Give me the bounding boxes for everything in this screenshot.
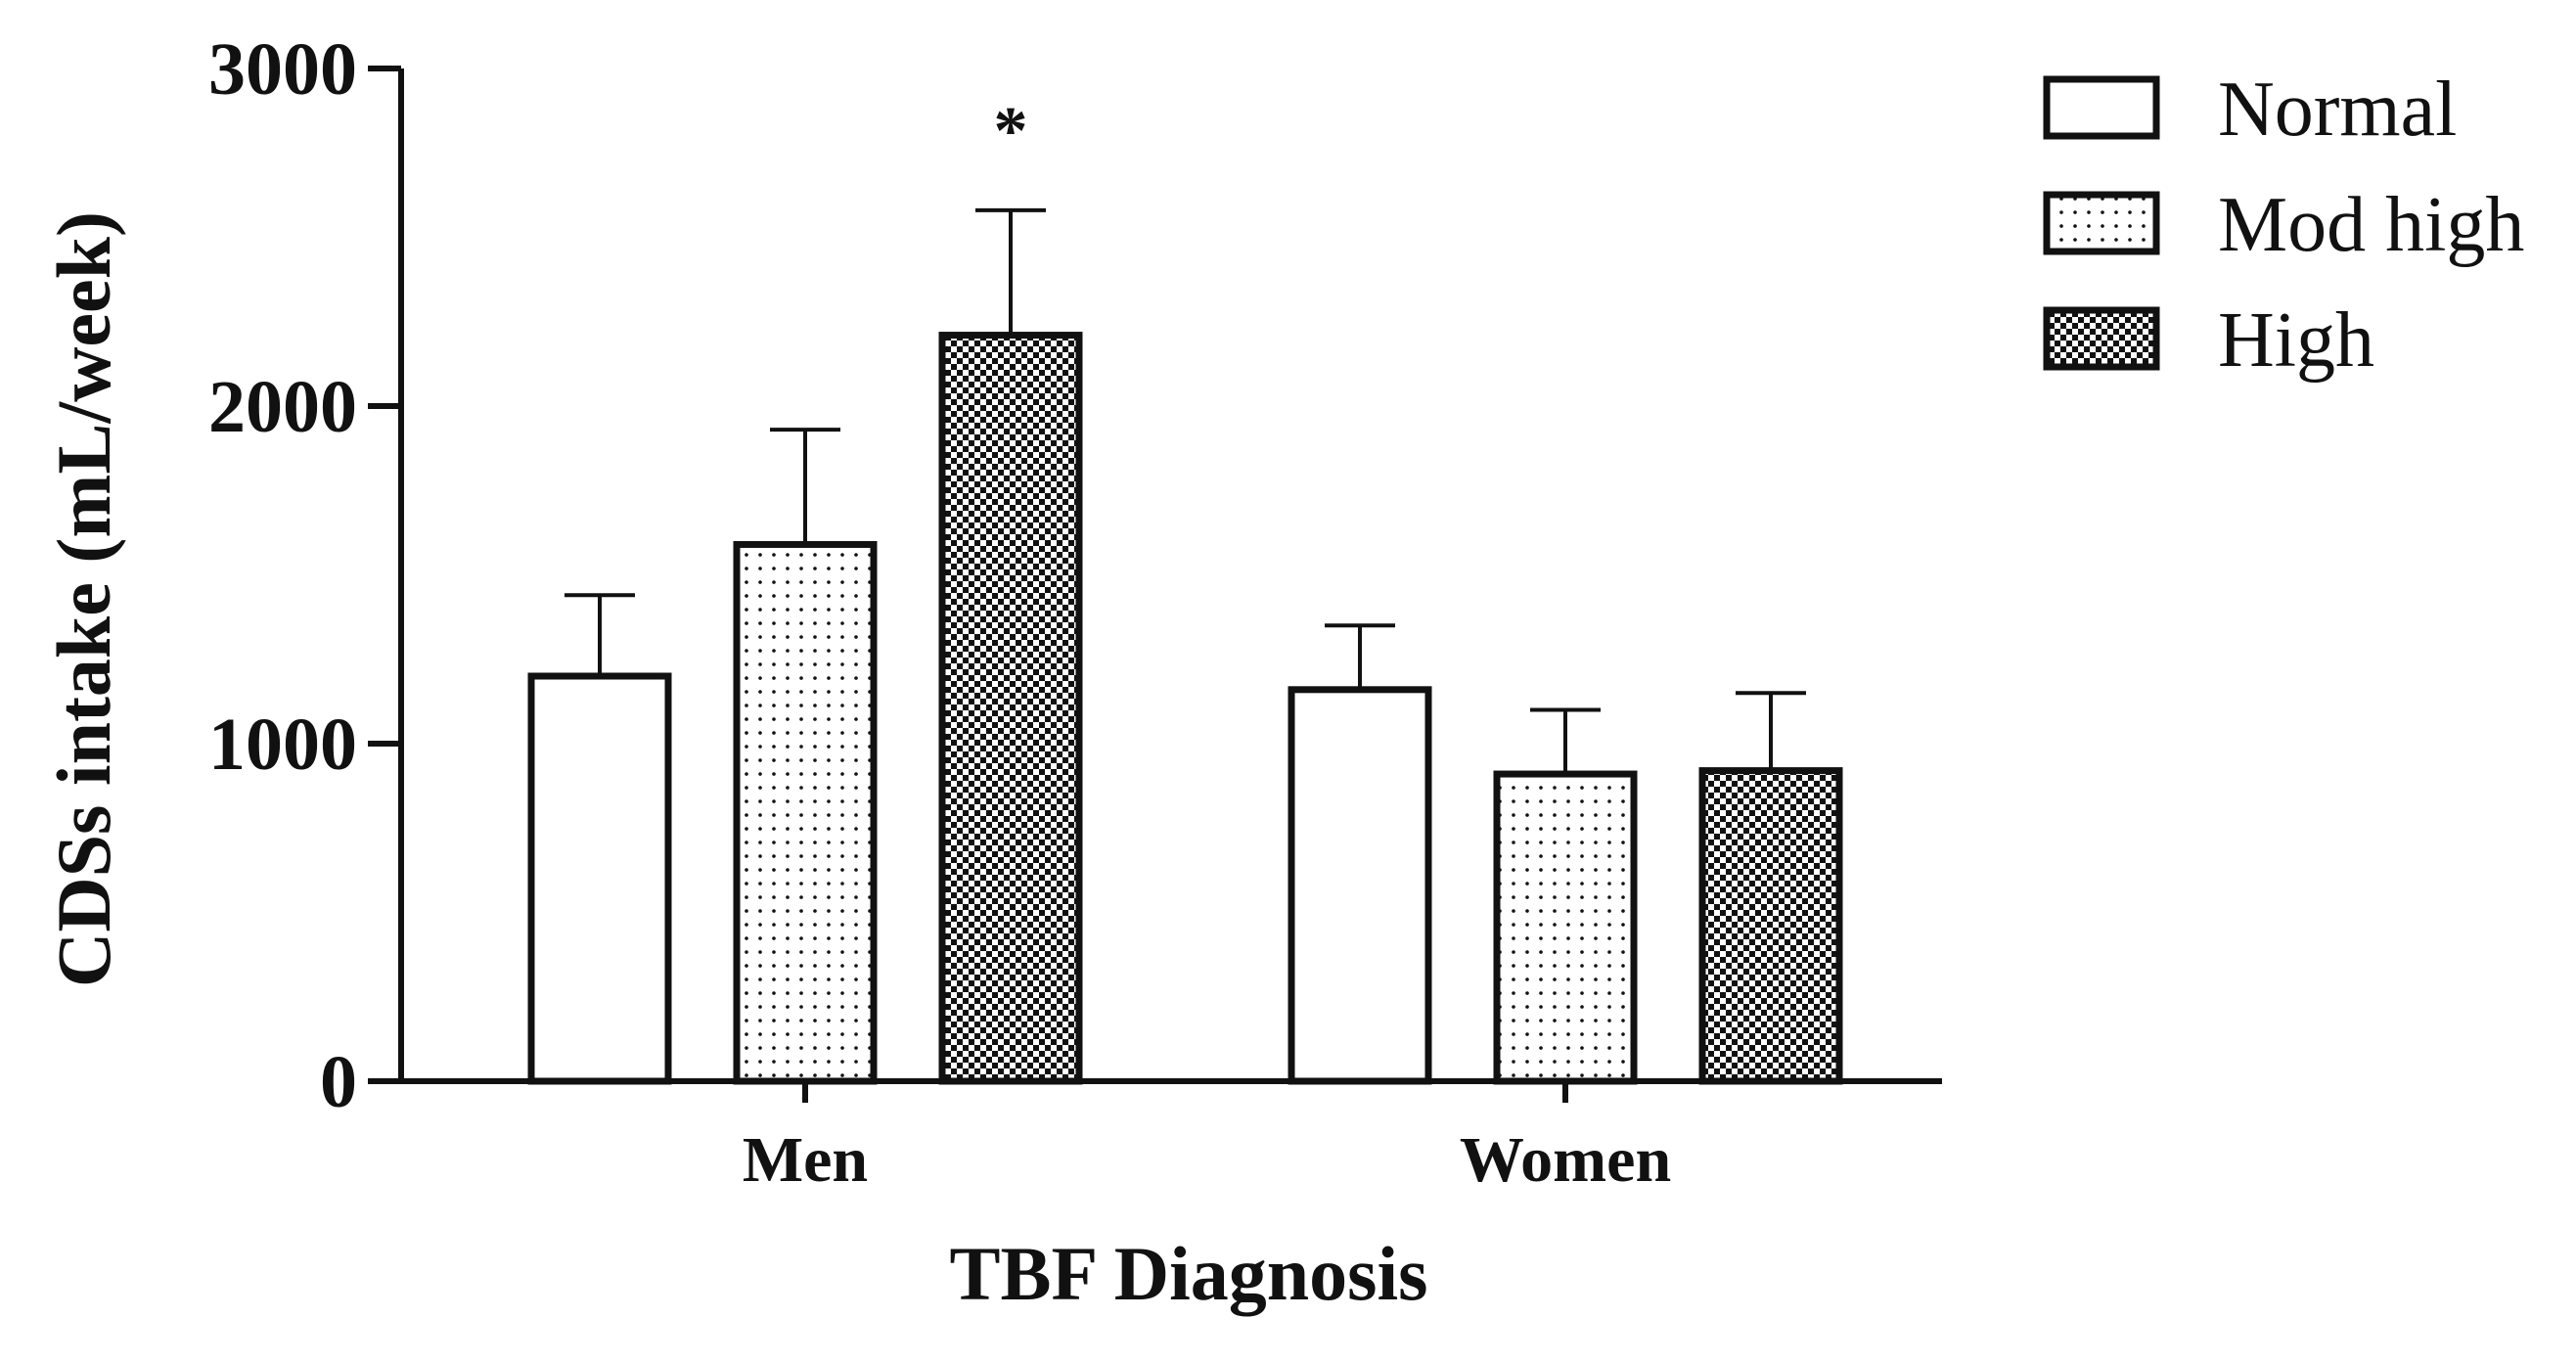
bar-women-mod-high <box>1493 770 1638 1085</box>
x-category-label-men: Men <box>743 1124 868 1196</box>
legend-swatch-mod-high <box>2043 191 2160 255</box>
y-tick-label-2: 2000 <box>208 366 357 448</box>
y-tick-label-3: 3000 <box>208 28 357 111</box>
significance-marker-0: * <box>994 94 1028 169</box>
bar-men-high <box>938 332 1083 1085</box>
legend-swatch-high <box>2043 306 2160 371</box>
x-category-label-women: Women <box>1460 1124 1671 1196</box>
bar-women-normal <box>1288 686 1432 1085</box>
legend-label-mod-high: Mod high <box>2218 182 2524 268</box>
bar-men-normal <box>527 672 672 1085</box>
x-axis-title: TBF Diagnosis <box>949 1231 1427 1316</box>
y-axis-title: CDSs intake (mL/week) <box>41 211 126 987</box>
legend-label-normal: Normal <box>2218 67 2457 153</box>
legend-label-high: High <box>2218 297 2374 384</box>
y-tick-label-1: 1000 <box>208 704 357 786</box>
bar-men-mod-high <box>733 540 878 1085</box>
legend-swatch-normal <box>2043 75 2160 140</box>
bar-women-high <box>1698 767 1843 1085</box>
y-tick-label-0: 0 <box>320 1041 357 1123</box>
